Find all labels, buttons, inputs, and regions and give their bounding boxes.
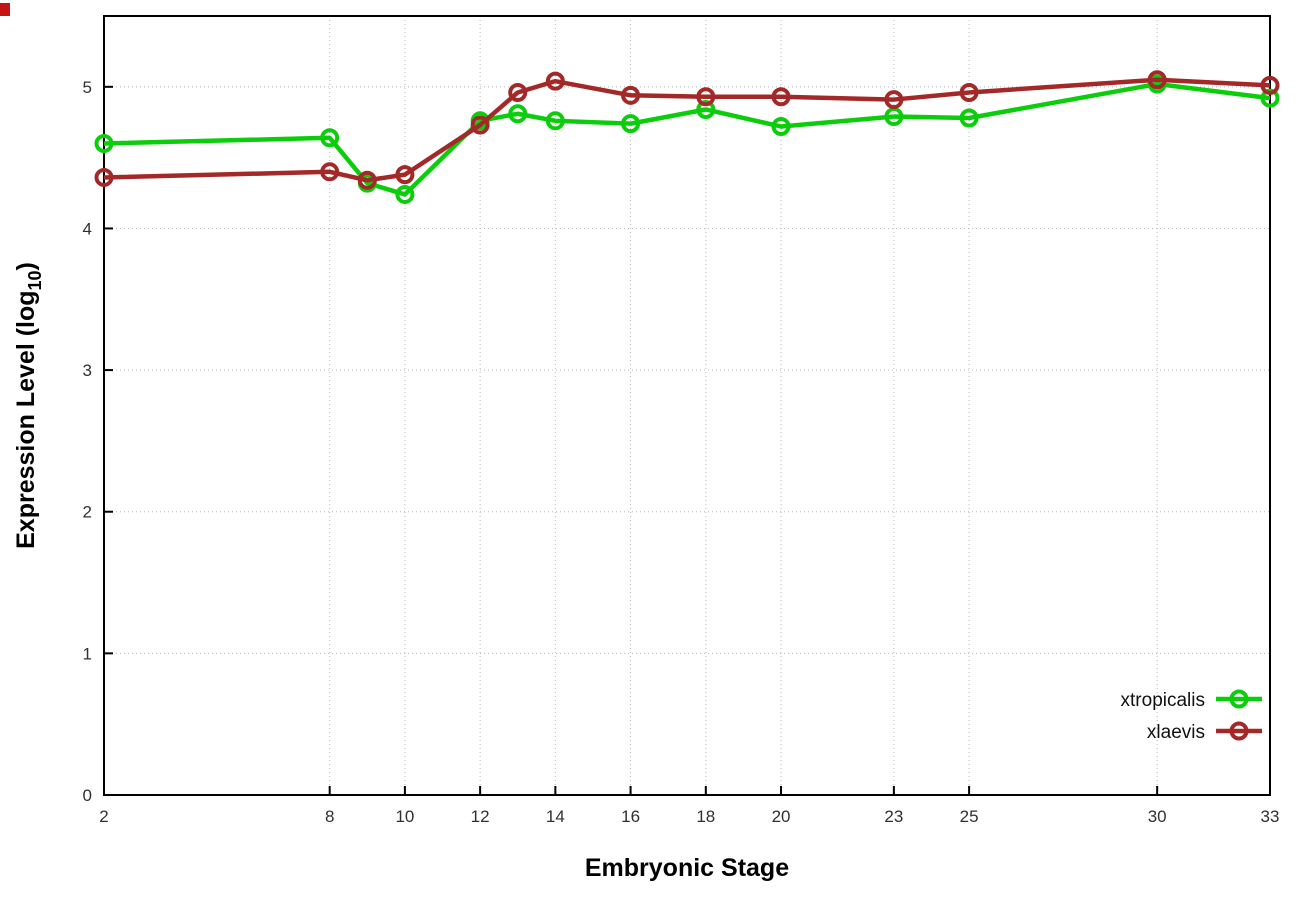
y-tick-label: 1 — [83, 644, 92, 663]
series-point-xtropicalis — [696, 99, 716, 119]
series-point-xlaevis — [1260, 75, 1280, 95]
series-point-xtropicalis — [545, 111, 565, 131]
series-point-xtropicalis — [959, 108, 979, 128]
series-point-xlaevis — [959, 82, 979, 102]
legend-label-xtropicalis: xtropicalis — [1121, 690, 1205, 711]
x-tick-label: 10 — [395, 807, 414, 826]
series-point-xlaevis — [320, 162, 340, 182]
x-axis-title: Embryonic Stage — [585, 854, 789, 882]
x-tick-label: 23 — [884, 807, 903, 826]
x-tick-label: 12 — [471, 807, 490, 826]
series-point-xlaevis — [470, 115, 490, 135]
legend-label-xlaevis: xlaevis — [1147, 722, 1205, 743]
series-line-xtropicalis — [103, 81, 1271, 197]
series-point-xlaevis — [1147, 70, 1167, 90]
series-point-xlaevis — [508, 82, 528, 102]
y-tick-label: 3 — [83, 361, 92, 380]
x-tick-label: 33 — [1261, 807, 1280, 826]
series-point-xtropicalis — [395, 184, 415, 204]
series-point-xlaevis — [771, 87, 791, 107]
x-tick-label: 25 — [960, 807, 979, 826]
series-point-xtropicalis — [94, 133, 114, 153]
series-point-xtropicalis — [508, 104, 528, 124]
y-tick-label: 4 — [83, 219, 92, 238]
x-tick-label: 14 — [546, 807, 565, 826]
corner-red-square — [0, 3, 10, 16]
y-axis-title: Expression Level (log10) — [12, 262, 45, 549]
x-tick-label: 30 — [1148, 807, 1167, 826]
legend-marker-xlaevis-icon — [1229, 721, 1249, 741]
x-tick-label: 18 — [696, 807, 715, 826]
legend-marker-xtropicalis-icon — [1229, 689, 1249, 709]
series-point-xlaevis — [621, 85, 641, 105]
series-point-xtropicalis — [320, 128, 340, 148]
series-point-xlaevis — [94, 167, 114, 187]
series-point-xtropicalis — [771, 116, 791, 136]
plot-border — [103, 15, 1271, 796]
series-point-xlaevis — [696, 87, 716, 107]
series-point-xtropicalis — [1260, 88, 1280, 108]
series-point-xlaevis — [395, 165, 415, 185]
x-tick-label: 2 — [99, 807, 108, 826]
series-point-xlaevis — [357, 170, 377, 190]
y-tick-label: 2 — [83, 503, 92, 522]
x-tick-label: 8 — [325, 807, 334, 826]
x-tick-label: 16 — [621, 807, 640, 826]
y-tick-label: 0 — [83, 786, 92, 805]
series-point-xlaevis — [884, 90, 904, 110]
series-point-xlaevis — [545, 71, 565, 91]
y-tick-label: 5 — [83, 78, 92, 97]
series-point-xtropicalis — [621, 114, 641, 134]
x-tick-label: 20 — [772, 807, 791, 826]
